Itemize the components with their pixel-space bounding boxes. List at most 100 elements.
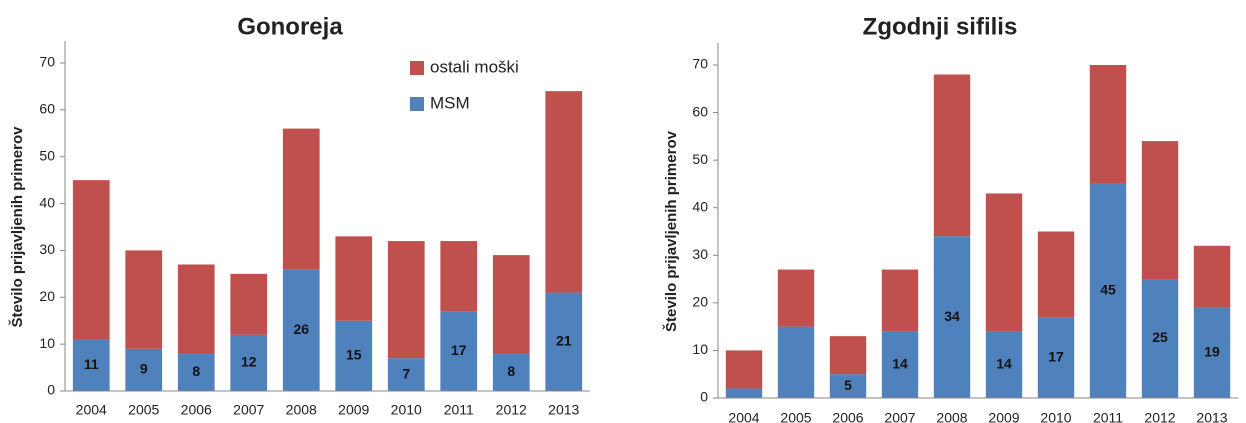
- data-label: 9: [140, 361, 148, 377]
- bar-segment: [387, 241, 425, 359]
- y-tick-label: 20: [39, 288, 55, 304]
- data-label: 17: [451, 342, 467, 358]
- x-tick-label: 2010: [1040, 410, 1071, 423]
- x-tick-label: 2011: [444, 402, 474, 418]
- x-tick-label: 2007: [233, 402, 264, 418]
- x-tick-label: 2004: [728, 410, 759, 423]
- x-tick-label: 2009: [338, 402, 369, 418]
- data-label: 12: [241, 354, 257, 370]
- y-tick-label: 30: [39, 241, 55, 257]
- bar-segment: [777, 326, 815, 398]
- bar-segment: [1141, 141, 1179, 280]
- y-axis-label: Število prijavljenih primerov: [662, 130, 680, 332]
- y-tick-label: 20: [692, 294, 708, 310]
- x-tick-label: 2005: [780, 410, 811, 423]
- bar-segment: [881, 269, 919, 332]
- chart-title: Zgodnji sifilis: [863, 13, 1018, 40]
- x-tick-label: 2008: [286, 402, 317, 418]
- x-tick-label: 2004: [76, 402, 107, 418]
- bar-segment: [1193, 307, 1231, 398]
- y-tick-label: 10: [39, 335, 55, 351]
- bar-segment: [282, 128, 320, 270]
- bar-segment: [1037, 317, 1075, 398]
- data-label: 21: [556, 333, 572, 349]
- bar-segment: [230, 273, 268, 335]
- y-tick-label: 40: [39, 194, 55, 210]
- x-tick-label: 2011: [1093, 410, 1123, 423]
- x-tick-label: 2013: [1196, 410, 1227, 423]
- x-tick-label: 2012: [1144, 410, 1175, 423]
- y-tick-label: 50: [692, 151, 708, 167]
- bar-segment: [1193, 245, 1231, 308]
- bar-segment: [545, 91, 583, 293]
- bar-segment: [440, 311, 478, 391]
- bar-segment: [440, 241, 478, 312]
- bar-segment: [933, 236, 971, 398]
- bar-segment: [777, 269, 815, 327]
- y-tick-label: 50: [39, 147, 55, 163]
- x-tick-label: 2006: [832, 410, 863, 423]
- data-label: 45: [1100, 282, 1116, 298]
- x-tick-label: 2008: [936, 410, 967, 423]
- legend-label: MSM: [430, 93, 470, 112]
- bar-segment: [282, 269, 320, 391]
- bar-segment: [725, 388, 763, 398]
- bar-segment: [545, 292, 583, 391]
- bar-segment: [492, 255, 530, 354]
- bar-segment: [72, 180, 110, 340]
- bar-segment: [985, 193, 1023, 332]
- data-label: 26: [293, 321, 309, 337]
- bar-segment: [492, 353, 530, 391]
- chart: Gonoreja Število prijavljenih primerov 0 10…: [8, 13, 590, 418]
- y-tick-label: 60: [692, 103, 708, 119]
- bar-segment: [125, 250, 163, 349]
- bar-segment: [1141, 279, 1179, 398]
- y-tick-label: 40: [692, 198, 708, 214]
- legend-swatch: [410, 97, 424, 111]
- bar-segment: [125, 348, 163, 391]
- data-label: 17: [1048, 348, 1064, 364]
- bar-segment: [829, 374, 867, 398]
- bar-segment: [387, 358, 425, 391]
- data-label: 14: [892, 355, 908, 371]
- bar-segment: [177, 264, 215, 354]
- y-axis-label: Število prijavljenih primerov: [8, 126, 26, 328]
- chart-title: Gonoreja: [237, 13, 343, 40]
- bar-segment: [177, 353, 215, 391]
- bar-segment: [881, 331, 919, 398]
- y-tick-label: 70: [39, 54, 55, 70]
- x-tick-label: 2013: [548, 402, 579, 418]
- bar-segment: [1089, 65, 1127, 184]
- bar-segment: [933, 74, 971, 237]
- data-label: 34: [944, 308, 960, 324]
- data-label: 15: [346, 347, 362, 363]
- bar-segment: [335, 320, 373, 391]
- data-label: 8: [192, 363, 200, 379]
- x-tick-label: 2007: [884, 410, 915, 423]
- bar-segment: [72, 339, 110, 391]
- data-label: 19: [1204, 344, 1220, 360]
- x-tick-label: 2009: [988, 410, 1019, 423]
- data-label: 25: [1152, 329, 1168, 345]
- y-tick-label: 0: [700, 389, 708, 405]
- bar-segment: [1089, 183, 1127, 398]
- bar-segment: [230, 334, 268, 391]
- y-tick-label: 70: [692, 56, 708, 72]
- y-tick-label: 0: [47, 382, 55, 398]
- bar-segment: [1037, 231, 1075, 318]
- x-tick-label: 2006: [181, 402, 212, 418]
- x-tick-label: 2005: [128, 402, 159, 418]
- y-tick-label: 10: [692, 341, 708, 357]
- y-tick-label: 60: [39, 101, 55, 117]
- bar-segment: [985, 331, 1023, 398]
- bar-segment: [829, 336, 867, 375]
- chart: Zgodnji sifilis Število prijavljenih prim…: [662, 13, 1238, 423]
- legend-swatch: [410, 61, 424, 75]
- data-label: 8: [507, 363, 515, 379]
- data-label: 5: [844, 377, 852, 393]
- legend-label: ostali moški: [430, 57, 519, 76]
- data-label: 11: [84, 356, 99, 372]
- y-tick-label: 30: [692, 246, 708, 262]
- x-tick-label: 2012: [496, 402, 527, 418]
